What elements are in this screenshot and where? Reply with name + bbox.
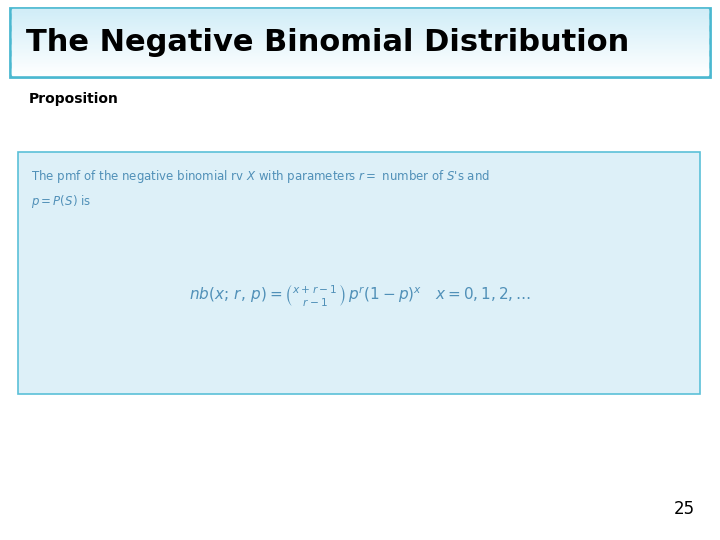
- Bar: [12, 43, 708, 45]
- Bar: [12, 11, 708, 13]
- Bar: [12, 26, 708, 28]
- Bar: [12, 24, 708, 26]
- Bar: [12, 32, 708, 33]
- Bar: [12, 33, 708, 35]
- Bar: [12, 65, 708, 66]
- Bar: [12, 21, 708, 23]
- Bar: [12, 60, 708, 62]
- Bar: [12, 38, 708, 40]
- Bar: [12, 73, 708, 75]
- Bar: [12, 54, 708, 56]
- Bar: [12, 53, 708, 55]
- Bar: [12, 40, 708, 42]
- Bar: [12, 28, 708, 29]
- Bar: [12, 69, 708, 71]
- Bar: [12, 51, 708, 52]
- Bar: [12, 34, 708, 36]
- Bar: [12, 66, 708, 68]
- Bar: [12, 37, 708, 39]
- Text: $p = P(S)$ is: $p = P(S)$ is: [31, 193, 91, 210]
- Bar: [12, 36, 708, 38]
- Bar: [12, 64, 708, 65]
- Bar: [12, 22, 708, 24]
- Text: 25: 25: [674, 501, 695, 518]
- Bar: [12, 16, 708, 17]
- Bar: [12, 50, 708, 51]
- Bar: [12, 14, 708, 15]
- Bar: [12, 63, 708, 64]
- Bar: [12, 42, 708, 44]
- Bar: [12, 49, 708, 50]
- FancyBboxPatch shape: [10, 8, 710, 77]
- Bar: [12, 68, 708, 70]
- Bar: [12, 23, 708, 25]
- Text: Proposition: Proposition: [29, 92, 119, 106]
- Bar: [12, 55, 708, 57]
- Bar: [12, 56, 708, 58]
- Bar: [12, 46, 708, 48]
- Bar: [12, 17, 708, 18]
- Bar: [12, 48, 708, 49]
- Bar: [12, 31, 708, 32]
- Bar: [12, 18, 708, 19]
- Bar: [12, 12, 708, 14]
- Bar: [12, 15, 708, 16]
- FancyBboxPatch shape: [18, 152, 700, 394]
- Bar: [12, 44, 708, 46]
- Bar: [12, 71, 708, 73]
- Bar: [12, 59, 708, 61]
- Bar: [12, 10, 708, 12]
- Bar: [12, 72, 708, 74]
- Bar: [12, 67, 708, 69]
- Bar: [12, 9, 708, 11]
- Bar: [12, 25, 708, 27]
- Bar: [12, 57, 708, 59]
- Bar: [12, 29, 708, 30]
- Bar: [12, 39, 708, 41]
- Bar: [12, 70, 708, 72]
- Text: The Negative Binomial Distribution: The Negative Binomial Distribution: [26, 28, 629, 57]
- Text: The pmf of the negative binomial rv $X$ with parameters $r =$ number of $S$'s an: The pmf of the negative binomial rv $X$ …: [31, 168, 490, 185]
- Bar: [12, 30, 708, 31]
- Bar: [12, 20, 708, 22]
- Bar: [12, 19, 708, 21]
- Bar: [12, 35, 708, 37]
- Bar: [12, 52, 708, 53]
- Bar: [12, 45, 708, 47]
- Bar: [12, 58, 708, 60]
- Text: $nb(x;\, r,\, p) = \binom{x+r-1}{r-1}\,p^r(1-p)^x \quad x = 0, 1, 2,\ldots$: $nb(x;\, r,\, p) = \binom{x+r-1}{r-1}\,p…: [189, 282, 531, 308]
- Bar: [12, 62, 708, 63]
